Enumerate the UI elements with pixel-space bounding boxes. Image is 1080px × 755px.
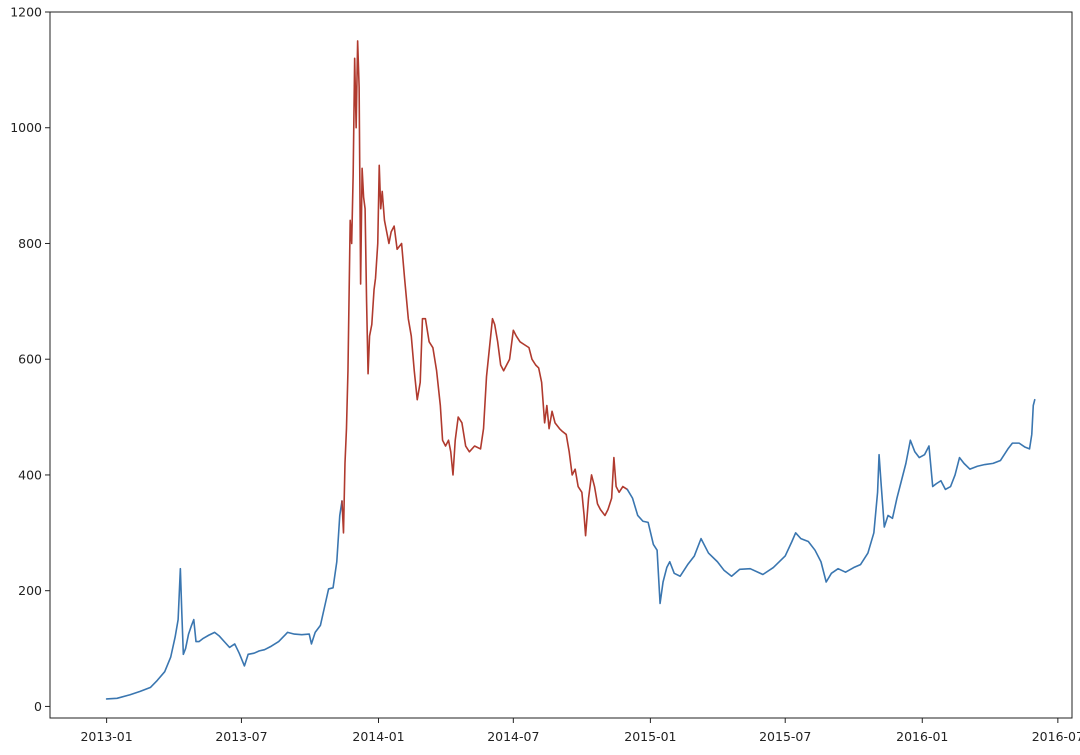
plot-frame	[49, 11, 1073, 719]
series-line-2	[341, 40, 629, 537]
x-tick-label: 2013-07	[215, 729, 267, 744]
y-tick-label: 1000	[10, 120, 42, 135]
y-tick-label: 1200	[10, 5, 42, 20]
x-tick-label: 2014-07	[487, 729, 539, 744]
series-line-3	[626, 398, 1036, 605]
x-tick-label: 2014-01	[352, 729, 404, 744]
series-group	[105, 40, 1036, 700]
y-tick-label: 400	[18, 467, 42, 482]
x-tick-label: 2016-01	[896, 729, 948, 744]
x-tick-label: 2015-01	[624, 729, 676, 744]
x-tick-label: 2013-01	[80, 729, 132, 744]
y-tick-label: 800	[18, 236, 42, 251]
x-tick-label: 2015-07	[759, 729, 811, 744]
y-axis: 0 200 400 600 800 1000 1200	[10, 5, 50, 714]
x-axis: 2013-01 2013-07 2014-01 2014-07 2015-01 2015-…	[80, 718, 1080, 744]
plot-area	[50, 12, 1072, 718]
y-tick-label: 600	[18, 352, 42, 367]
x-tick-label: 2016-07	[1032, 729, 1080, 744]
series-line-1	[105, 500, 343, 700]
y-tick-label: 200	[18, 583, 42, 598]
y-tick-label: 0	[34, 699, 42, 714]
